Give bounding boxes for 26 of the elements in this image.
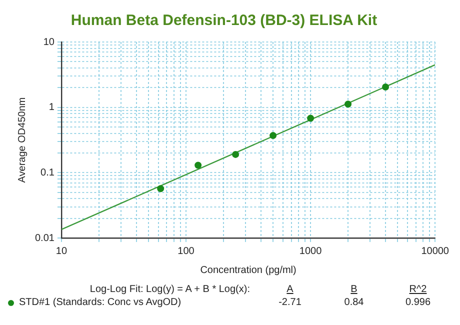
y-tick-label: 0.1 <box>40 167 55 178</box>
point <box>232 150 240 158</box>
point <box>157 185 164 192</box>
y-tick-label: 10 <box>43 36 55 48</box>
text: 0.84 <box>343 297 365 308</box>
point <box>194 162 202 169</box>
point <box>344 100 352 108</box>
point <box>382 83 390 90</box>
y-axis-title: Average OD450nm <box>16 97 28 183</box>
y-tick-label: 0.01 <box>34 232 55 244</box>
text: 0.996 <box>404 297 432 308</box>
text: R^2 <box>408 284 428 295</box>
x-tick-label: 10000 <box>421 246 450 257</box>
x-tick-label: 100 <box>178 246 195 257</box>
text: -2.71 <box>278 297 302 308</box>
text: B <box>350 284 358 295</box>
text: Log-Log Fit: Log(y) = A + B * Log(x): <box>88 284 251 295</box>
y-tick-label: 1 <box>48 102 55 114</box>
x-tick-label: 1000 <box>299 246 322 257</box>
legend-label: STD#1 (Standards: Conc vs AvgOD) <box>19 297 182 308</box>
point <box>307 114 314 122</box>
text: A <box>286 284 294 295</box>
chart-title: Human Beta Defensin-103 (BD-3) ELISA Kit <box>70 12 378 30</box>
x-tick-label: 10 <box>56 246 68 257</box>
x-axis-title: Concentration (pg/ml) <box>200 264 296 276</box>
point <box>270 132 277 140</box>
